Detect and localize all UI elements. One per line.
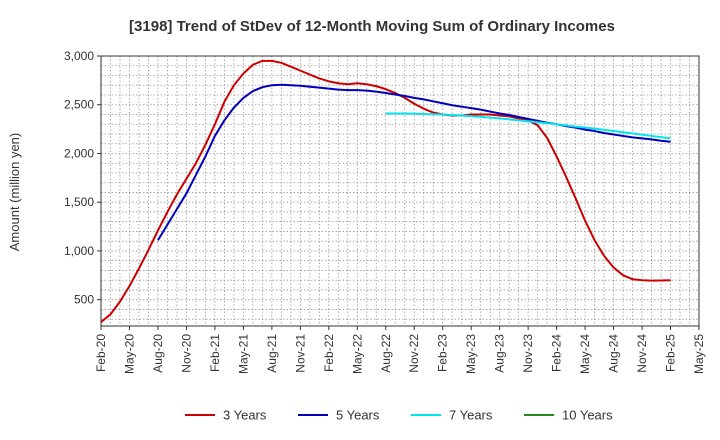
y-axis-label: Amount (million yen): [7, 133, 22, 252]
y-tick-label: 1,500: [64, 195, 94, 209]
x-tick-label: Aug-24: [607, 334, 621, 373]
legend: 3 Years 5 Years 7 Years 10 Years: [185, 408, 613, 423]
plot-background: [101, 56, 699, 326]
chart-title: [3198] Trend of StDev of 12-Month Moving…: [129, 18, 615, 35]
x-tick-label: Feb-25: [664, 334, 678, 372]
x-tick-label: May-25: [692, 334, 706, 374]
x-tick-label: May-22: [350, 334, 364, 374]
x-tick-label: Nov-24: [635, 334, 649, 373]
x-tick-label: May-24: [578, 334, 592, 374]
x-tick-label: Feb-22: [322, 334, 336, 372]
x-tick-label: Feb-21: [208, 334, 222, 372]
y-tick-label: 500: [74, 293, 94, 307]
x-tick-label: May-23: [464, 334, 478, 374]
legend-label: 3 Years: [223, 408, 267, 423]
x-tick-label: Nov-20: [179, 334, 193, 373]
x-tick-label: Aug-22: [379, 334, 393, 373]
x-tick-label: Feb-23: [436, 334, 450, 372]
x-tick-label: Nov-22: [407, 334, 421, 373]
plot-border: [100, 55, 700, 327]
y-tick-label: 2,000: [64, 146, 94, 160]
series-line-5-years: [157, 83, 671, 241]
series-line-7-years: [385, 112, 671, 140]
series-line-3-years: [100, 59, 671, 323]
x-tick-label: Aug-20: [151, 334, 165, 373]
x-tick-label: Nov-21: [293, 334, 307, 373]
x-tick-label: May-21: [236, 334, 250, 374]
y-tick-label: 3,000: [64, 49, 94, 63]
legend-label: 5 Years: [336, 408, 380, 423]
x-tick-label: Feb-24: [550, 334, 564, 372]
x-tick-label: May-20: [122, 334, 136, 374]
x-tick-label: Nov-23: [521, 334, 535, 373]
y-tick-label: 1,000: [64, 244, 94, 258]
legend-label: 10 Years: [562, 408, 613, 423]
plot-area: 500 1,000 1,500 2,000 2,500 3,000 Feb-20 May-20…: [64, 49, 706, 374]
x-tick-label: Feb-20: [94, 334, 108, 372]
x-tick-label: Aug-21: [265, 334, 279, 373]
y-tick-label: 2,500: [64, 98, 94, 112]
legend-label: 7 Years: [449, 408, 493, 423]
x-tick-label: Aug-23: [493, 334, 507, 373]
